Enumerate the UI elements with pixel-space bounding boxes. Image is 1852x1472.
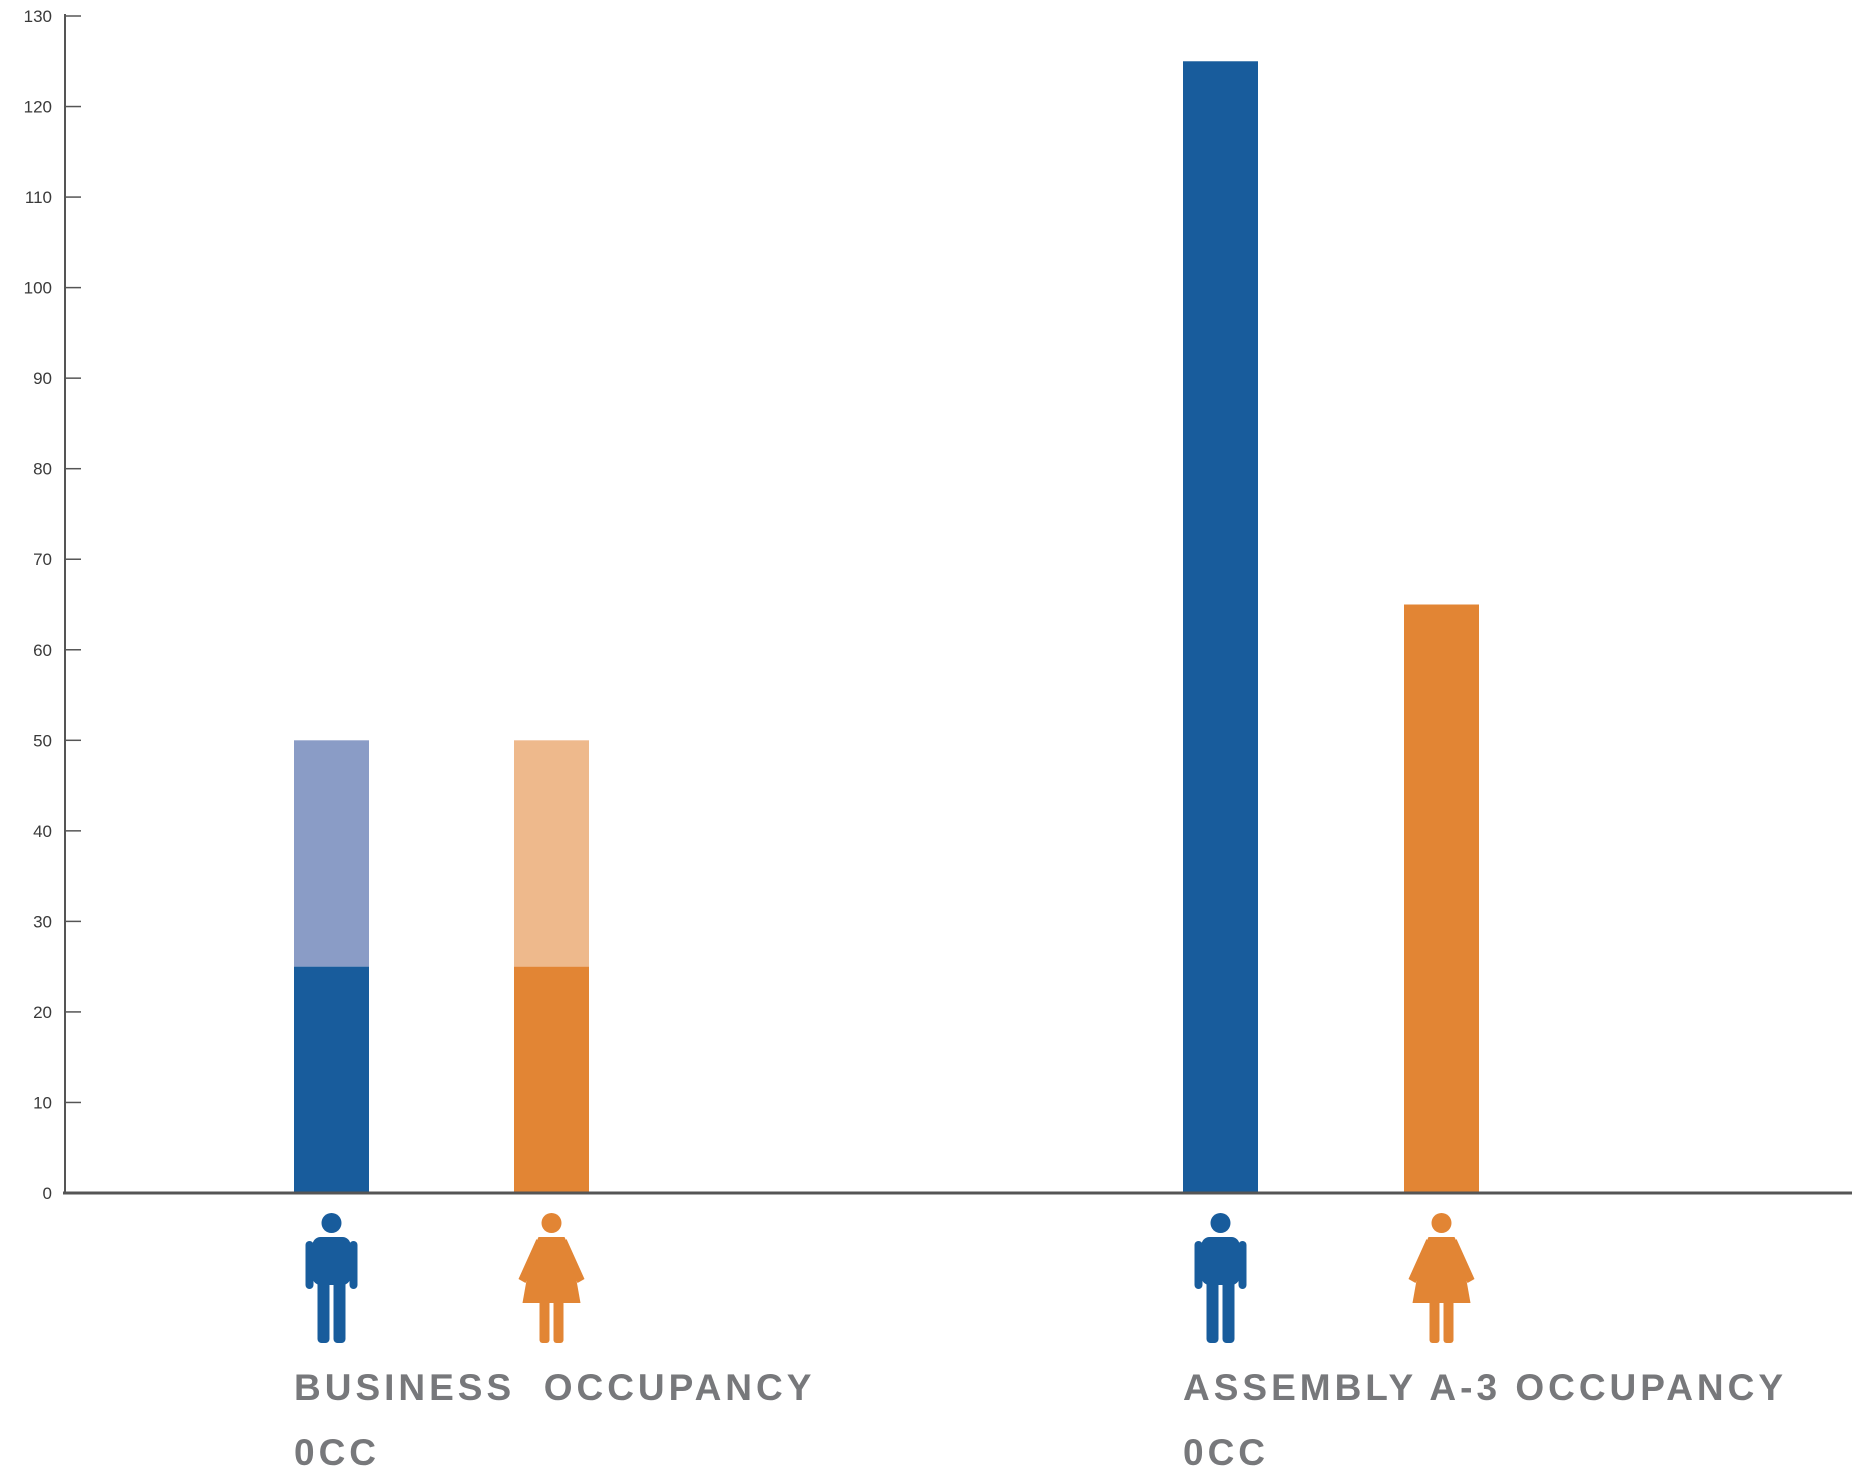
category-label-assembly: ASSEMBLY A-3 OCCUPANCY: [1183, 1367, 1787, 1408]
y-tick-label: 100: [24, 279, 52, 298]
female-icon: [518, 1213, 585, 1343]
y-tick-label: 30: [33, 912, 52, 931]
category-sublabel-assembly: 0CC: [1183, 1432, 1269, 1472]
y-tick-label: 10: [33, 1093, 52, 1112]
male-icon: [1194, 1213, 1247, 1343]
category-label-business: BUSINESS OCCUPANCY: [294, 1367, 815, 1408]
y-tick-label: 130: [24, 7, 52, 26]
y-tick-label: 0: [43, 1184, 52, 1203]
y-tick-label: 120: [24, 98, 52, 117]
bar-female: [514, 966, 589, 1193]
bar-male: [294, 966, 369, 1193]
bar-female-upper-segment: [514, 740, 589, 967]
y-tick-label: 110: [25, 188, 52, 207]
female-icon: [1408, 1213, 1475, 1343]
bar-female: [1404, 604, 1479, 1193]
y-tick-label: 50: [33, 731, 52, 750]
y-tick-label: 20: [33, 1003, 52, 1022]
bar-male: [1183, 61, 1258, 1193]
y-tick-label: 80: [33, 460, 52, 479]
bar-male-upper-segment: [294, 740, 369, 967]
y-tick-label: 90: [33, 369, 52, 388]
y-tick-label: 60: [33, 641, 52, 660]
y-tick-label: 70: [33, 550, 52, 569]
category-sublabel-business: 0CC: [294, 1432, 380, 1472]
male-icon: [305, 1213, 358, 1343]
y-tick-label: 40: [33, 822, 52, 841]
